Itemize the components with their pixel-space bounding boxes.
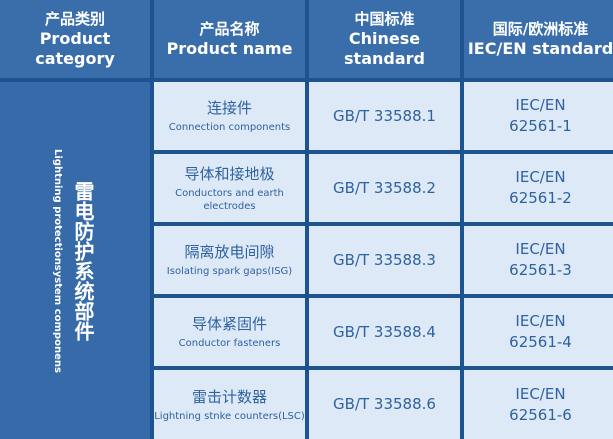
iec-prefix: IEC/EN (515, 384, 566, 403)
gb-standard: GB/T 33588.4 (333, 322, 436, 341)
iec-prefix: IEC/EN (515, 96, 566, 114)
iec-standard-cell: IEC/EN 62561-6 (464, 370, 613, 439)
product-name-cell: 连接件 Connection components (154, 82, 305, 150)
iec-number: 62561-3 (509, 261, 572, 279)
iec-standard-cell: IEC/EN 62561-3 (464, 226, 613, 294)
chinese-standard-cell: GB/T 33588.1 (309, 82, 460, 150)
iec-prefix: IEC/EN (515, 312, 566, 330)
header-cell: 国际/欧洲标准 IEC/EN standard (464, 0, 613, 78)
product-zh: 导体紧固件 (191, 315, 267, 333)
header-en: Chinese standard (344, 29, 425, 68)
product-en: Lightning stnke counters(LSC) (154, 410, 305, 422)
product-en: Conductors and earth electrodes (175, 187, 284, 212)
header-zh: 产品类别 (44, 10, 105, 28)
product-en: Connection components (168, 122, 291, 133)
header-zh: 国际/欧洲标准 (492, 20, 589, 38)
gb-standard: GB/T 33588.2 (333, 178, 436, 197)
iec-prefix: IEC/EN (515, 168, 566, 186)
product-en: Isolating spark gaps(ISG) (166, 266, 293, 277)
header-en: Product category (35, 29, 115, 68)
gb-standard: GB/T 33588.6 (333, 395, 436, 413)
chinese-standard-cell: GB/T 33588.3 (309, 226, 460, 294)
iec-number: 62561-1 (509, 117, 572, 135)
iec-number: 62561-2 (509, 189, 572, 207)
iec-standard-cell: IEC/EN 62561-4 (464, 298, 613, 366)
product-en: Conductor fasteners (178, 338, 281, 349)
gb-standard: GB/T 33588.3 (333, 250, 436, 269)
iec-prefix: IEC/EN (515, 240, 566, 258)
product-zh: 连接件 (206, 99, 252, 117)
header-zh: 中国标准 (354, 10, 415, 28)
product-name-cell: 导体和接地极 Conductors and earth electrodes (154, 154, 305, 222)
iec-number: 62561-4 (509, 333, 572, 351)
header-en: IEC/EN standard (467, 39, 613, 58)
header-en: Product name (166, 39, 293, 58)
iec-standard-cell: IEC/EN 62561-1 (464, 82, 613, 150)
header-cell: 产品名称 Product name (154, 0, 305, 78)
product-name-cell: 雷击计数器 Lightning stnke counters(LSC) (154, 370, 305, 439)
product-zh: 导体和接地极 (184, 164, 275, 183)
header-zh: 产品名称 (199, 20, 260, 38)
header-cell: 中国标准 Chinese standard (309, 0, 460, 78)
chinese-standard-cell: GB/T 33588.4 (309, 298, 460, 366)
product-zh: 隔离放电间隙 (184, 243, 275, 261)
chinese-standard-cell: GB/T 33588.2 (309, 154, 460, 222)
gb-standard: GB/T 33588.1 (333, 106, 436, 125)
chinese-standard-cell: GB/T 33588.6 (309, 370, 460, 439)
category-zh: 雷电防护系统部件 (71, 180, 95, 341)
category-en: Lightning protectionsystem componens (52, 148, 63, 373)
product-zh: 雷击计数器 (191, 387, 267, 406)
iec-number: 62561-6 (509, 405, 572, 424)
category-cell: Lightning protectionsystem componens 雷电防护… (0, 82, 150, 439)
product-name-cell: 隔离放电间隙 Isolating spark gaps(ISG) (154, 226, 305, 294)
iec-standard-cell: IEC/EN 62561-2 (464, 154, 613, 222)
header-cell: 产品类别 Product category (0, 0, 150, 78)
product-name-cell: 导体紧固件 Conductor fasteners (154, 298, 305, 366)
